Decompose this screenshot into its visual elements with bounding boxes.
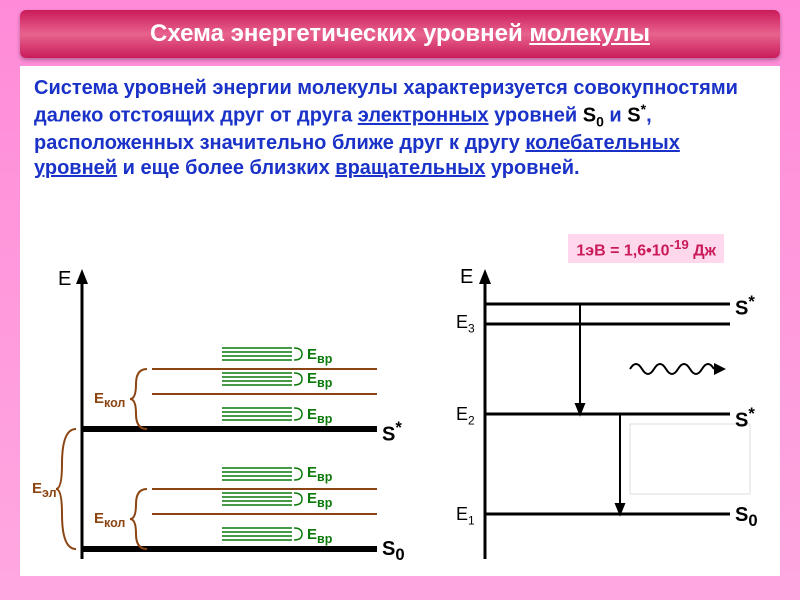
left-Evr-6: Евр (307, 526, 332, 546)
content-area: Система уровней энергии молекулы характе… (20, 66, 780, 576)
right-Sstar-top: S* (735, 292, 755, 321)
left-Evr-3: Евр (307, 406, 332, 426)
right-E3: E3 (456, 312, 475, 336)
slide-header: Схема энергетических уровней молекулы (20, 10, 780, 58)
header-underlined: молекулы (529, 20, 650, 47)
right-Sstar-mid: S* (735, 404, 755, 433)
p-t3: и (604, 105, 627, 127)
left-Ekol-2: Екол (94, 510, 125, 530)
left-svg (32, 264, 422, 564)
note-suffix: Дж (689, 242, 716, 259)
p-t5: и еще более близких (117, 157, 335, 179)
p-t6: уровней. (485, 157, 579, 179)
right-S0: S0 (735, 504, 758, 531)
left-Ekol-1: Екол (94, 390, 125, 410)
left-Sstar: S* (382, 418, 402, 447)
right-E1: E1 (456, 504, 475, 528)
p-s0: S (583, 105, 596, 127)
right-svg (430, 264, 770, 564)
header-text: Схема энергетических уровней (150, 20, 529, 47)
note-sup: -19 (670, 237, 689, 252)
p-u3: вращательных (335, 157, 485, 179)
right-E2: E2 (456, 404, 475, 428)
p-s0sub: 0 (596, 114, 604, 130)
left-Evr-4: Евр (307, 464, 332, 484)
left-Evr-5: Евр (307, 490, 332, 510)
note-text: 1эВ = 1,6•10 (576, 242, 669, 259)
left-Evr-2: Евр (307, 370, 332, 390)
left-S0: S0 (382, 538, 405, 565)
p-u1: электронных (358, 105, 489, 127)
p-t2: уровней (489, 105, 583, 127)
p-s1: S (627, 105, 640, 127)
ev-note: 1эВ = 1,6•10-19 Дж (568, 234, 724, 263)
left-Evr-1: Евр (307, 346, 332, 366)
paragraph: Система уровней энергии молекулы характе… (34, 76, 766, 181)
diagram-left: E Еэл Екол Екол Евр Евр Евр Евр Евр Евр … (32, 264, 422, 564)
left-Eel: Еэл (32, 480, 57, 500)
left-E-label: E (58, 268, 71, 291)
right-E: E (460, 266, 473, 289)
diagram-right: E E1 E2 E3 S* S* S0 (430, 264, 770, 564)
